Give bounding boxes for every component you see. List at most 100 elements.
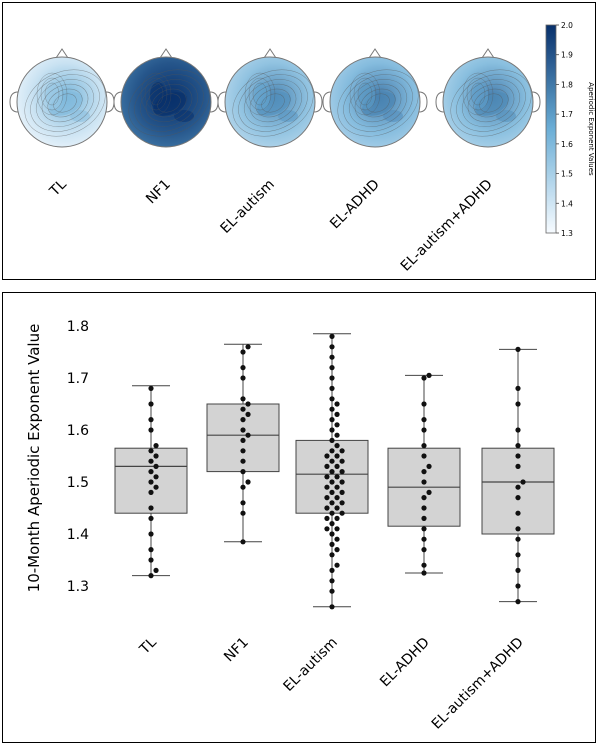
colorbar-tick-label: 1.9 <box>561 51 573 60</box>
data-point <box>334 536 340 542</box>
colorbar-tick-label: 1.3 <box>561 229 573 238</box>
data-point <box>421 570 427 576</box>
data-point <box>329 437 335 443</box>
data-point <box>334 463 340 469</box>
box-tl <box>114 385 188 579</box>
data-point <box>515 510 521 516</box>
y-tick-label: 1.6 <box>67 423 89 439</box>
data-point <box>421 505 427 511</box>
data-point <box>334 443 340 449</box>
data-point <box>148 427 154 433</box>
data-point <box>153 463 159 469</box>
data-point <box>329 427 335 433</box>
data-point <box>329 354 335 360</box>
data-point <box>421 526 427 532</box>
scalp-outline <box>442 56 534 148</box>
data-point <box>334 474 340 480</box>
data-point <box>240 448 246 454</box>
nose-icon <box>263 48 277 59</box>
left-ear-icon <box>435 91 445 113</box>
data-point <box>324 505 330 511</box>
data-point <box>245 401 251 407</box>
data-point <box>153 474 159 480</box>
data-point <box>334 526 340 532</box>
nose-icon <box>368 48 382 59</box>
data-point <box>426 489 432 495</box>
left-ear-icon <box>322 91 332 113</box>
data-point <box>324 515 330 521</box>
x-tick-label-el-adhd: EL-ADHD <box>377 635 433 691</box>
data-point <box>153 484 159 490</box>
x-tick-label-el-autism-adhd: EL-autism+ADHD <box>429 635 527 733</box>
data-point <box>334 484 340 490</box>
data-point <box>515 536 521 542</box>
topomap-panel: TL NF1 EL-autism EL-ADHD EL-autism+ADHD 2.0 1.… <box>2 2 596 280</box>
data-point <box>329 385 335 391</box>
data-point <box>324 484 330 490</box>
data-point <box>329 552 335 558</box>
scalp-contours <box>337 69 419 137</box>
data-point <box>329 479 335 485</box>
data-point <box>329 448 335 454</box>
data-point <box>421 479 427 485</box>
data-point <box>334 432 340 438</box>
topomap-el-adhd <box>322 48 428 148</box>
topomap-label-el-autism-adhd: EL-autism+ADHD <box>398 177 496 275</box>
topomap-tl <box>9 48 115 148</box>
data-point <box>329 396 335 402</box>
data-point <box>515 599 521 605</box>
data-point <box>421 515 427 521</box>
data-point <box>153 567 159 573</box>
data-point <box>240 427 246 433</box>
data-point <box>515 443 521 449</box>
data-point <box>515 463 521 469</box>
data-point <box>329 567 335 573</box>
data-point <box>426 372 432 378</box>
data-point <box>515 583 521 589</box>
data-point <box>245 411 251 417</box>
topomap-nf1 <box>113 48 219 148</box>
nose-icon <box>159 48 173 59</box>
y-axis-label: 10-Month Aperiodic Exponent Value <box>25 324 43 593</box>
data-point <box>245 479 251 485</box>
right-ear-icon <box>531 91 541 113</box>
data-point <box>240 500 246 506</box>
data-point <box>421 401 427 407</box>
data-point <box>148 557 154 563</box>
data-point <box>240 458 246 464</box>
data-point <box>515 567 521 573</box>
data-point <box>148 458 154 464</box>
data-point <box>240 539 246 545</box>
data-point <box>329 578 335 584</box>
data-point <box>421 547 427 553</box>
data-point <box>240 484 246 490</box>
data-point <box>329 458 335 464</box>
y-tick-label: 1.5 <box>67 475 89 491</box>
data-point <box>324 495 330 501</box>
scalp-contours <box>232 69 314 137</box>
data-point <box>240 349 246 355</box>
data-point <box>515 552 521 558</box>
data-point <box>334 422 340 428</box>
data-point <box>245 344 251 350</box>
data-point <box>334 547 340 553</box>
data-point <box>148 515 154 521</box>
data-point <box>329 604 335 610</box>
data-point <box>339 500 345 506</box>
data-point <box>515 427 521 433</box>
data-point <box>324 526 330 532</box>
data-point <box>334 505 340 511</box>
data-point <box>515 526 521 532</box>
data-point <box>329 541 335 547</box>
x-tick-label-el-autism: EL-autism <box>281 635 341 695</box>
data-point <box>421 536 427 542</box>
data-point <box>515 401 521 407</box>
data-point <box>421 417 427 423</box>
data-point <box>339 479 345 485</box>
data-point <box>153 443 159 449</box>
data-point <box>148 417 154 423</box>
scalp-outline <box>120 56 212 148</box>
data-point <box>148 573 154 579</box>
data-point <box>324 474 330 480</box>
colorbar-tick-label: 2.0 <box>561 21 573 30</box>
